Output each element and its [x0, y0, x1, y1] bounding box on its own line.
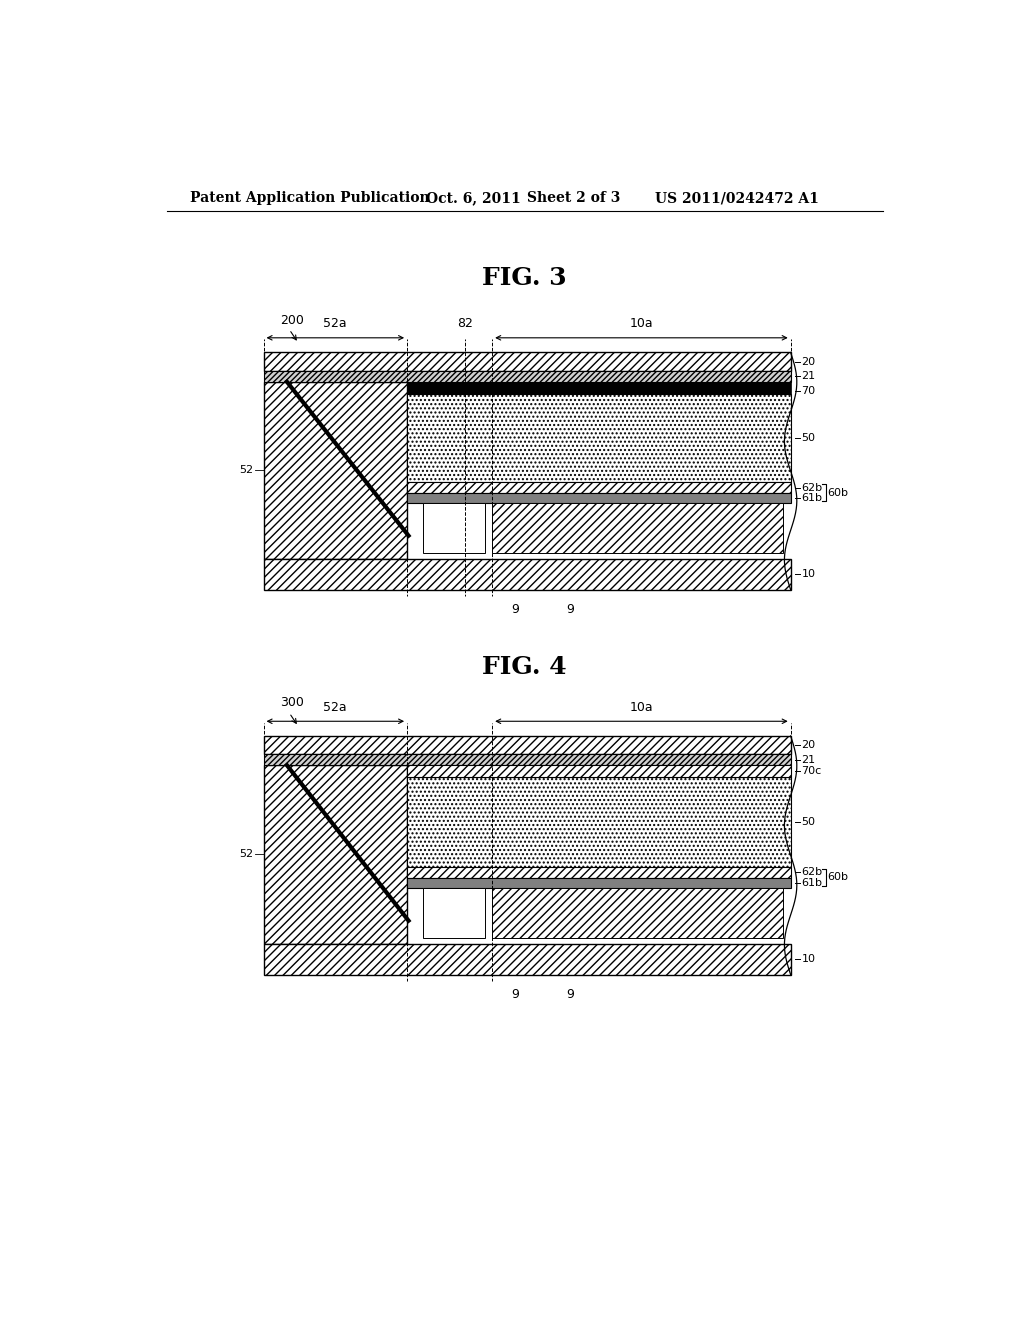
Text: 200: 200 [280, 314, 304, 326]
Text: 61b: 61b [802, 878, 822, 887]
Bar [407, 878, 791, 887]
Text: 20: 20 [802, 741, 815, 750]
Text: 10: 10 [802, 954, 815, 964]
Bar [263, 558, 791, 590]
Text: 60b: 60b [827, 873, 848, 882]
Text: 21: 21 [802, 755, 815, 764]
Bar [263, 371, 791, 381]
Text: 52: 52 [240, 850, 254, 859]
Text: Patent Application Publication: Patent Application Publication [190, 191, 430, 206]
Bar [263, 766, 407, 944]
Text: Oct. 6, 2011: Oct. 6, 2011 [426, 191, 521, 206]
Text: 9: 9 [566, 603, 573, 616]
Text: 61b: 61b [802, 494, 822, 503]
Bar [263, 944, 791, 974]
Text: 52a: 52a [324, 701, 347, 714]
Bar [423, 887, 484, 937]
Text: 52a: 52a [324, 317, 347, 330]
Text: US 2011/0242472 A1: US 2011/0242472 A1 [655, 191, 819, 206]
Text: 20: 20 [802, 356, 815, 367]
Text: 50: 50 [802, 433, 815, 444]
Text: 300: 300 [280, 696, 304, 709]
Text: 82: 82 [457, 317, 473, 330]
Bar [407, 482, 791, 494]
Bar [263, 352, 791, 371]
Text: 62b: 62b [802, 867, 822, 878]
Bar [263, 755, 791, 766]
Text: 9: 9 [566, 989, 573, 1002]
Text: 52: 52 [240, 465, 254, 475]
Text: 21: 21 [802, 371, 815, 381]
Text: 10a: 10a [630, 317, 653, 330]
Text: 10a: 10a [630, 701, 653, 714]
Bar [407, 494, 791, 503]
Text: FIG. 4: FIG. 4 [482, 655, 567, 678]
Text: 10: 10 [802, 569, 815, 579]
Bar [263, 381, 407, 558]
Bar [493, 887, 783, 937]
Text: 50: 50 [802, 817, 815, 828]
Bar [493, 503, 783, 553]
Text: 62b: 62b [802, 483, 822, 492]
Bar [407, 867, 791, 878]
Bar [407, 395, 791, 482]
Bar [407, 766, 791, 777]
Text: 9: 9 [512, 603, 519, 616]
Bar [263, 737, 791, 755]
Bar [407, 381, 791, 395]
Text: 70: 70 [802, 385, 815, 396]
Text: FIG. 3: FIG. 3 [482, 265, 567, 290]
Text: Sheet 2 of 3: Sheet 2 of 3 [527, 191, 621, 206]
Bar [423, 503, 484, 553]
Bar [407, 777, 791, 867]
Text: 9: 9 [512, 989, 519, 1002]
Text: 60b: 60b [827, 488, 848, 498]
Text: 70c: 70c [802, 767, 821, 776]
